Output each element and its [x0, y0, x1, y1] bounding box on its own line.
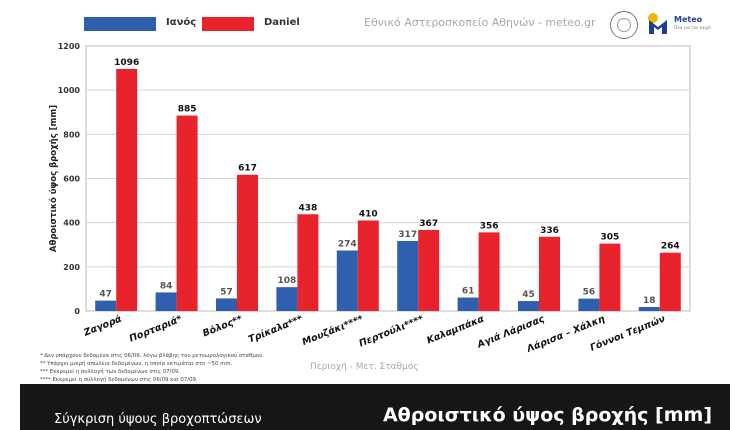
bar-daniel — [176, 115, 198, 311]
data-label: 317 — [398, 230, 417, 240]
data-label: 264 — [661, 242, 680, 252]
y-tick-label: 200 — [63, 263, 80, 272]
bar-ianos — [276, 287, 298, 311]
footnote: * Δεν υπάρχουν δεδομένα στις 06/09, λόγω… — [40, 353, 264, 359]
y-tick-label: 1200 — [58, 42, 81, 51]
bottom-banner: Σύγκριση ύψους βροχοπτώσεων Αθροιστικό ύ… — [20, 384, 730, 430]
footnote: ** Υπάρχει μικρή απώλεια δεδομένων, η οπ… — [40, 361, 233, 367]
data-label: 305 — [601, 233, 620, 243]
bar-daniel — [297, 214, 319, 311]
x-axis-title: Περιοχή - Μετ. Σταθμός — [310, 362, 419, 372]
data-label: 274 — [338, 239, 357, 249]
bar-daniel — [539, 236, 560, 311]
legend-label-daniel: Daniel — [264, 17, 300, 28]
y-tick-label: 800 — [63, 130, 80, 139]
y-tick-label: 600 — [63, 175, 80, 184]
bar-daniel — [357, 220, 379, 311]
legend-swatch-ianos — [84, 17, 156, 31]
bar-ianos — [518, 301, 539, 311]
x-tick-label: Πορταριά* — [128, 314, 184, 345]
data-label: 56 — [583, 288, 596, 298]
bar-ianos — [457, 297, 479, 311]
data-label: 617 — [238, 164, 257, 174]
banner-subtitle: Σύγκριση ύψους βροχοπτώσεων — [54, 412, 262, 427]
footnote: *** Εκκρεμεί η συλλογή των δεδομένων στι… — [40, 369, 180, 375]
x-tick-label: Ζαγορά — [81, 313, 123, 339]
bar-ianos — [155, 292, 177, 311]
data-label: 356 — [480, 221, 499, 231]
legend-label-ianos: Ιανός — [166, 17, 197, 28]
x-tick-label: Τρίκαλα*** — [247, 314, 305, 346]
observatory-seal-icon — [610, 11, 638, 39]
x-tick-label: Μουζάκι**** — [301, 314, 365, 349]
footnote: **** Εκκρεμεί η συλλογή δεδομένων στις 0… — [40, 377, 198, 383]
source-label: Εθνικό Αστεροσκοπείο Αθηνών - meteo.gr — [364, 16, 596, 29]
data-label: 438 — [299, 203, 318, 213]
logo-name: Meteo — [674, 15, 703, 24]
meteo-logo-icon — [648, 13, 667, 34]
bar-daniel — [116, 68, 138, 311]
bar-ianos — [216, 298, 237, 311]
bar-daniel — [599, 243, 621, 311]
data-label: 367 — [419, 219, 438, 229]
y-tick-label: 0 — [74, 307, 80, 316]
logo-tagline: Όλα για τον καιρό — [674, 25, 711, 30]
data-label: 84 — [160, 281, 173, 291]
data-label: 18 — [643, 296, 656, 306]
rainfall-chart: 0 200 400 600 800 1000 1200 Αθροιστικό ύψος βρο… — [48, 42, 691, 355]
x-tick-label: Βόλος** — [201, 314, 244, 340]
data-label: 57 — [220, 287, 233, 297]
bar-daniel — [237, 174, 258, 311]
banner-title: Αθροιστικό ύψος βροχής [mm] — [382, 404, 712, 426]
y-tick-label: 1000 — [58, 86, 81, 95]
data-label: 885 — [178, 105, 197, 115]
data-label: 45 — [522, 290, 535, 300]
bar-daniel — [659, 252, 681, 311]
x-tick-label: Περτούλι**** — [358, 314, 426, 350]
data-label: 410 — [359, 209, 378, 219]
bar-ianos — [578, 298, 600, 311]
data-label: 336 — [540, 226, 559, 236]
footnotes: * Δεν υπάρχουν δεδομένα στις 06/09, λόγω… — [40, 352, 264, 384]
bar-ianos — [397, 240, 419, 311]
legend-swatch-daniel — [202, 17, 254, 31]
bar-ianos — [95, 300, 117, 311]
y-axis-title: Αθροιστικό ύψος βροχής [mm] — [48, 105, 59, 252]
bar-daniel — [418, 229, 440, 311]
data-label: 47 — [99, 290, 112, 300]
data-label: 61 — [462, 287, 475, 297]
y-tick-label: 400 — [63, 219, 80, 228]
data-label: 1096 — [114, 58, 139, 68]
bar-daniel — [478, 232, 500, 311]
bar-ianos — [336, 250, 358, 311]
bar-ianos — [638, 307, 660, 311]
data-label: 108 — [278, 276, 297, 286]
